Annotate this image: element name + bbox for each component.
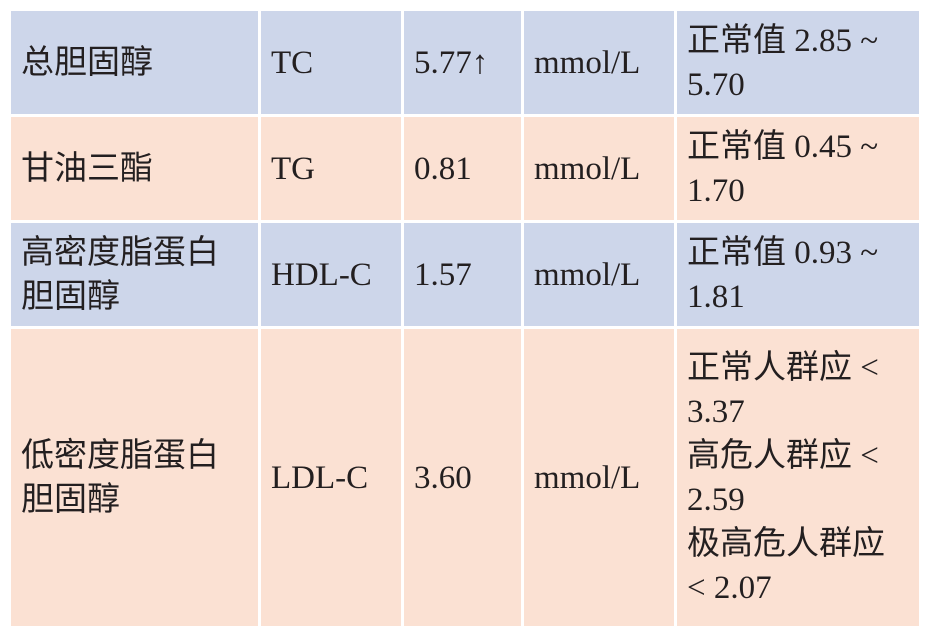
table-row: 高密度脂蛋白胆固醇 HDL-C 1.57 mmol/L 正常值 0.93 ~ 1.81 bbox=[8, 220, 922, 329]
table-cell: mmol/L bbox=[521, 8, 677, 117]
table-row: 甘油三酯 TG 0.81 mmol/L 正常值 0.45 ~ 1.70 bbox=[8, 114, 922, 223]
table-cell: 正常人群应 < 3.37 高危人群应 < 2.59 极高危人群应 < 2.07 bbox=[674, 326, 922, 629]
table-cell: 1.57 bbox=[401, 220, 524, 329]
table-cell: 3.60 bbox=[401, 326, 524, 629]
table-row: 低密度脂蛋白胆固醇 LDL-C 3.60 mmol/L 正常人群应 < 3.37 高危人群… bbox=[8, 326, 922, 629]
table-container: 总胆固醇 TC 5.77↑ mmol/L 正常值 2.85 ~ 5.70 甘油三酯 TG 0.… bbox=[8, 8, 922, 629]
table-cell: 正常值 2.85 ~ 5.70 bbox=[674, 8, 922, 117]
lipid-table: 总胆固醇 TC 5.77↑ mmol/L 正常值 2.85 ~ 5.70 甘油三酯 TG 0.… bbox=[8, 8, 922, 629]
table-cell: HDL-C bbox=[258, 220, 404, 329]
table-row: 总胆固醇 TC 5.77↑ mmol/L 正常值 2.85 ~ 5.70 bbox=[8, 8, 922, 117]
table-cell: LDL-C bbox=[258, 326, 404, 629]
cell-line: 正常人群应 < 3.37 bbox=[687, 349, 879, 430]
table-cell: 高密度脂蛋白胆固醇 bbox=[8, 220, 261, 329]
table-cell: TG bbox=[258, 114, 404, 223]
cell-line: 极高危人群应 < 2.07 bbox=[687, 525, 885, 606]
table-cell: 低密度脂蛋白胆固醇 bbox=[8, 326, 261, 629]
table-cell: 总胆固醇 bbox=[8, 8, 261, 117]
table-cell: 甘油三酯 bbox=[8, 114, 261, 223]
cell-line: 正常值 0.45 ~ 1.70 bbox=[687, 128, 879, 209]
table-cell: mmol/L bbox=[521, 220, 677, 329]
table-cell: mmol/L bbox=[521, 114, 677, 223]
cell-line: 正常值 0.93 ~ 1.81 bbox=[687, 234, 879, 315]
table-cell: mmol/L bbox=[521, 326, 677, 629]
cell-line: 高危人群应 < 2.59 bbox=[687, 437, 879, 518]
table-cell: 正常值 0.45 ~ 1.70 bbox=[674, 114, 922, 223]
table-cell: TC bbox=[258, 8, 404, 117]
table-cell: 0.81 bbox=[401, 114, 524, 223]
table-cell: 5.77↑ bbox=[401, 8, 524, 117]
table-cell: 正常值 0.93 ~ 1.81 bbox=[674, 220, 922, 329]
cell-line: 正常值 2.85 ~ 5.70 bbox=[687, 22, 879, 103]
